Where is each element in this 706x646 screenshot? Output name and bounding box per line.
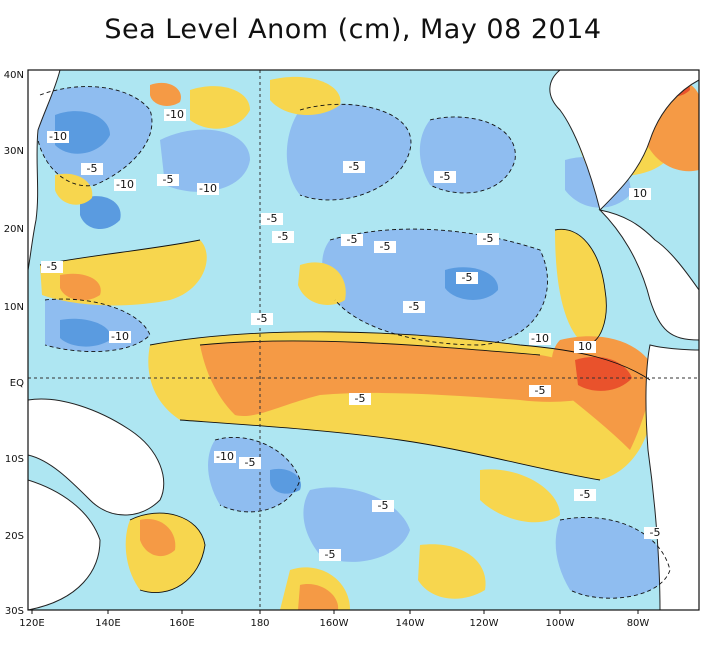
contour-label: -5 bbox=[440, 170, 451, 183]
indonesia-land bbox=[28, 398, 165, 516]
contour-label: -5 bbox=[47, 260, 58, 273]
contour-label-background bbox=[197, 183, 219, 195]
contour-label-background bbox=[261, 213, 283, 225]
contour-label: -5 bbox=[347, 233, 358, 246]
contour-label: -5 bbox=[380, 240, 391, 253]
contour-lines bbox=[39, 228, 651, 594]
y-tick-label: EQ bbox=[10, 378, 24, 389]
contour-label-background bbox=[319, 549, 341, 561]
y-tick-label: 30N bbox=[4, 146, 24, 157]
contour-label-background bbox=[41, 261, 63, 273]
contour-label-background bbox=[341, 234, 363, 246]
y-axis-ticks: 40N 30N 20N 10N EQ 10S 20S 30S bbox=[4, 70, 24, 617]
x-axis-ticks: 120E 140E 160E 180 160W 140W 120W 100W 80W bbox=[19, 610, 649, 629]
x-tick-label: 120W bbox=[470, 618, 499, 629]
contour-label-background bbox=[343, 161, 365, 173]
contour-label-background bbox=[456, 272, 478, 284]
contour-labels: -10-10-5-10 -5-10-5-5-5-5-5-5-5-5-5-10-10… bbox=[41, 108, 666, 561]
contour-label-background bbox=[251, 313, 273, 325]
contour-label: -10 bbox=[199, 182, 217, 195]
contour-label-background bbox=[272, 231, 294, 243]
asia-land bbox=[28, 70, 61, 271]
contour-label-background bbox=[81, 163, 103, 175]
contour-label-background bbox=[374, 241, 396, 253]
contour-label: -5 bbox=[325, 548, 336, 561]
strong-negative-cores bbox=[55, 111, 499, 494]
contour-label: -5 bbox=[163, 173, 174, 186]
australia-land bbox=[28, 479, 101, 610]
contour-label: -5 bbox=[462, 271, 473, 284]
contour-label: -10 bbox=[116, 178, 134, 191]
contour-label-background bbox=[239, 457, 261, 469]
contour-label-background bbox=[114, 179, 136, 191]
north-america-land bbox=[549, 70, 699, 211]
contour-label-background bbox=[164, 109, 186, 121]
contour-label: -5 bbox=[378, 499, 389, 512]
y-tick-label: 20S bbox=[5, 531, 24, 542]
contour-label-background bbox=[157, 174, 179, 186]
contour-label: -10 bbox=[49, 130, 67, 143]
contour-label: -10 bbox=[111, 330, 129, 343]
x-tick-label: 180 bbox=[250, 618, 269, 629]
negative-contour-lines bbox=[37, 86, 671, 599]
contour-label: -5 bbox=[355, 392, 366, 405]
y-tick-label: 30S bbox=[5, 606, 24, 617]
x-tick-label: 80W bbox=[627, 618, 650, 629]
contour-label: -5 bbox=[278, 230, 289, 243]
contour-label-background bbox=[372, 500, 394, 512]
x-tick-label: 140E bbox=[95, 618, 120, 629]
y-tick-label: 40N bbox=[4, 70, 24, 81]
x-tick-label: 140W bbox=[396, 618, 425, 629]
contour-label-background bbox=[529, 333, 551, 345]
contour-label: -5 bbox=[87, 162, 98, 175]
y-tick-label: 20N bbox=[4, 224, 24, 235]
y-tick-label: 10N bbox=[4, 302, 24, 313]
y-tick-label: 10S bbox=[5, 454, 24, 465]
contour-label-background bbox=[629, 188, 651, 200]
contour-label: 10 bbox=[578, 340, 592, 353]
contour-label-background bbox=[214, 451, 236, 463]
contour-label: -5 bbox=[535, 384, 546, 397]
contour-label-background bbox=[47, 131, 69, 143]
contour-label: -10 bbox=[531, 332, 549, 345]
x-tick-label: 160E bbox=[169, 618, 194, 629]
contour-label-background bbox=[644, 527, 666, 539]
contour-label: -5 bbox=[409, 300, 420, 313]
contour-label-background bbox=[529, 385, 551, 397]
x-tick-label: 160W bbox=[320, 618, 349, 629]
contour-label: -5 bbox=[245, 456, 256, 469]
contour-label-background bbox=[403, 301, 425, 313]
contour-label: -10 bbox=[216, 450, 234, 463]
contour-label-background bbox=[574, 489, 596, 501]
x-tick-label: 100W bbox=[546, 618, 575, 629]
contour-label-background bbox=[109, 331, 131, 343]
contour-label-background bbox=[477, 233, 499, 245]
map-title: Sea Level Anom (cm), May 08 2014 bbox=[104, 14, 602, 45]
contour-label: -5 bbox=[580, 488, 591, 501]
contour-label: -5 bbox=[267, 212, 278, 225]
x-tick-label: 120E bbox=[19, 618, 44, 629]
land-masses bbox=[28, 70, 699, 610]
contour-label: 10 bbox=[633, 187, 647, 200]
plot-frame bbox=[27, 69, 700, 611]
contour-label: -10 bbox=[166, 108, 184, 121]
contour-label-background bbox=[434, 171, 456, 183]
contour-label: -5 bbox=[483, 232, 494, 245]
contour-label: -5 bbox=[349, 160, 360, 173]
contour-label: -5 bbox=[650, 526, 661, 539]
south-america-land bbox=[645, 344, 699, 610]
contour-label-background bbox=[349, 393, 371, 405]
contour-label: -5 bbox=[257, 312, 268, 325]
contour-label-background bbox=[574, 341, 596, 353]
